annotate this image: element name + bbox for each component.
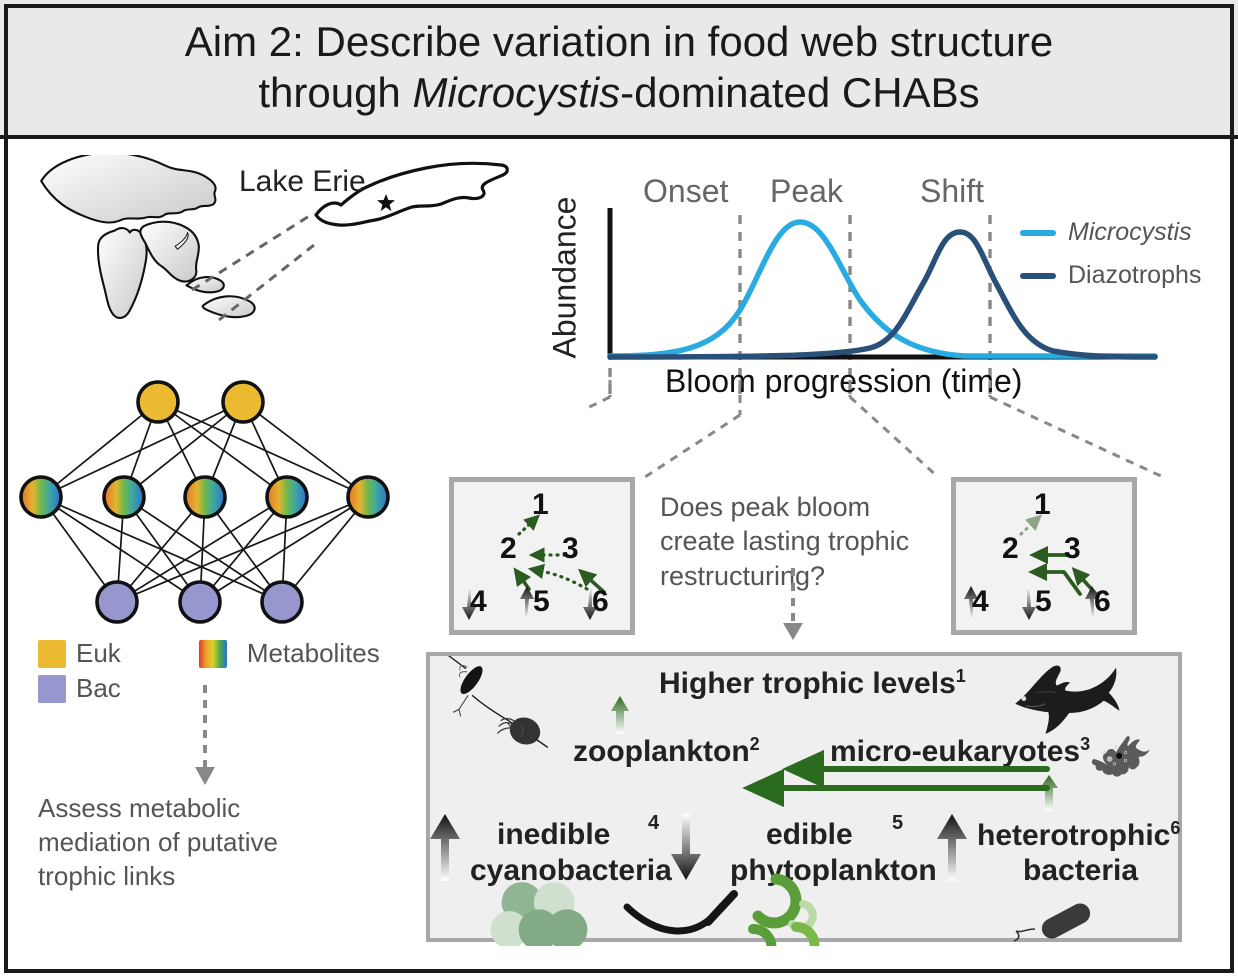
- svg-text:Peak: Peak: [770, 173, 844, 209]
- svg-text:Onset: Onset: [643, 173, 728, 209]
- svg-text:Shift: Shift: [920, 173, 984, 209]
